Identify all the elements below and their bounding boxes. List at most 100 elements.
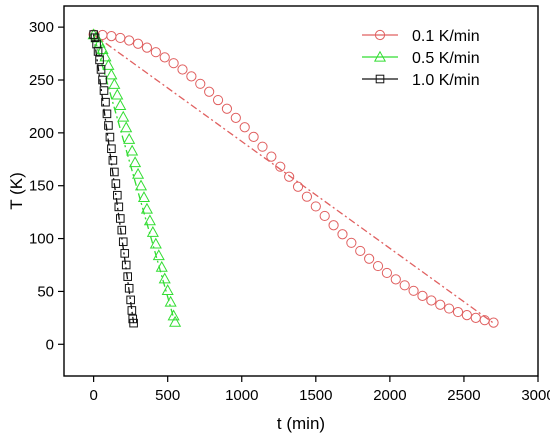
data-point (137, 191, 151, 203)
data-point (186, 71, 197, 82)
x-tick-label: 2000 (373, 387, 406, 404)
data-point (266, 151, 277, 162)
data-point (169, 315, 182, 327)
data-point (118, 237, 128, 247)
trend-line (92, 34, 135, 324)
data-point (152, 249, 165, 261)
data-point (149, 237, 162, 249)
data-point (155, 260, 168, 272)
data-point (204, 86, 215, 97)
data-point (93, 47, 103, 56)
data-point (129, 156, 142, 168)
data-point (444, 303, 455, 314)
data-point (127, 306, 137, 315)
y-tick-label: 250 (29, 72, 54, 89)
data-point (221, 103, 233, 114)
data-point (132, 38, 144, 49)
markers-layer (87, 28, 499, 328)
data-point (117, 110, 130, 122)
data-point (108, 156, 118, 165)
data-point (346, 237, 357, 248)
x-axis-title: t (min) (277, 414, 325, 433)
data-point (108, 77, 121, 89)
data-point (177, 64, 188, 75)
legend-label: 0.5 K/min (412, 50, 480, 67)
data-point (114, 99, 127, 111)
data-point (129, 318, 138, 328)
y-tick-label: 300 (29, 19, 54, 36)
data-point (319, 210, 330, 222)
data-point (110, 167, 119, 177)
data-point (150, 47, 161, 58)
data-point (126, 295, 135, 305)
data-point (95, 55, 104, 65)
y-axis-title: T (K) (7, 172, 26, 209)
y-tick-label: 0 (46, 336, 54, 353)
data-point (417, 290, 428, 301)
data-point (161, 284, 174, 296)
trend-line (92, 34, 176, 324)
data-point (120, 249, 130, 258)
data-point (328, 220, 339, 231)
data-point (164, 295, 177, 307)
data-point (96, 65, 106, 74)
data-point (96, 43, 109, 55)
data-point (488, 317, 499, 328)
data-point (89, 30, 98, 39)
data-point (115, 214, 125, 223)
x-tick-label: 500 (155, 387, 180, 404)
y-tick-label: 200 (29, 125, 54, 142)
data-point (126, 144, 139, 156)
data-point (452, 306, 464, 318)
data-point (284, 171, 295, 182)
legend-marker (375, 74, 385, 84)
data-point (102, 109, 112, 119)
plot-frame (63, 5, 539, 377)
data-point (470, 312, 481, 323)
data-point (111, 88, 124, 100)
data-point (120, 121, 133, 133)
data-point (461, 310, 472, 321)
y-tick-label: 150 (29, 178, 54, 195)
data-point (168, 58, 179, 69)
legend-label: 1.0 K/min (412, 72, 480, 89)
data-point (121, 260, 131, 270)
data-point (390, 274, 401, 285)
data-point (257, 141, 268, 152)
data-point (105, 132, 115, 142)
data-point (399, 280, 410, 291)
data-point (310, 201, 321, 212)
data-point (435, 299, 446, 310)
data-point (124, 283, 134, 293)
data-point (99, 86, 109, 95)
y-tick-label: 50 (37, 283, 54, 300)
data-point (230, 112, 241, 123)
data-point (301, 191, 313, 202)
data-point (195, 78, 206, 89)
data-point (337, 229, 348, 240)
data-point (104, 121, 113, 130)
legend-marker (373, 50, 387, 62)
data-point (134, 179, 148, 191)
data-point (132, 167, 145, 179)
data-point (113, 190, 122, 200)
data-point (90, 33, 100, 43)
data-point (408, 285, 419, 296)
data-point (248, 131, 259, 142)
data-point (292, 181, 304, 192)
data-point (158, 272, 171, 284)
data-point (124, 35, 135, 46)
data-point (372, 260, 384, 272)
data-point (123, 132, 136, 144)
data-point (355, 245, 366, 257)
data-point (275, 161, 286, 172)
legend-label: 0.1 K/min (412, 28, 480, 45)
x-tick-label: 1500 (299, 387, 332, 404)
data-point (107, 144, 116, 154)
data-point (114, 202, 124, 212)
data-point (140, 202, 153, 214)
data-point (117, 225, 127, 235)
